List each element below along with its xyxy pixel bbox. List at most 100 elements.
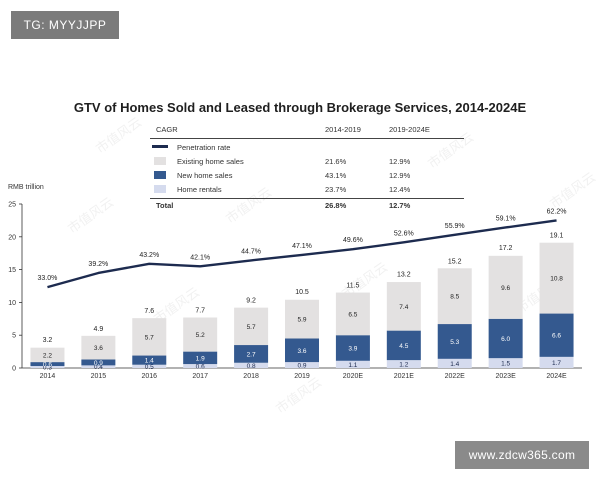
rentals-bar xyxy=(81,365,116,368)
bar-total-label: 13.2 xyxy=(397,271,411,278)
bar-total-label: 3.2 xyxy=(43,337,53,344)
bar-value-label: 9.6 xyxy=(501,285,510,292)
bar-value-label: 0.4 xyxy=(94,364,103,371)
bar-value-label: 1.4 xyxy=(450,361,459,368)
rentals-bar xyxy=(30,366,65,368)
new-sales-bar xyxy=(335,335,370,361)
existing-sales-bar xyxy=(386,282,421,331)
legend-label: Penetration rate xyxy=(177,143,231,152)
y-tick-label: 25 xyxy=(8,202,16,209)
bar-total-label: 19.1 xyxy=(550,233,564,240)
cagr-value: 12.9% xyxy=(389,157,411,166)
bar-value-label: 0.9 xyxy=(297,363,306,370)
penetration-rate-label: 59.1% xyxy=(496,215,516,222)
bar-value-label: 0.9 xyxy=(94,360,103,367)
new-sales-bar xyxy=(81,359,116,366)
bar-value-label: 3.9 xyxy=(348,345,357,352)
bar-value-label: 1.7 xyxy=(552,360,561,367)
tg-badge: TG: MYYJJPP xyxy=(11,11,119,39)
y-axis-label: RMB trillion xyxy=(8,184,44,191)
x-tick-label: 2019 xyxy=(294,373,310,380)
x-tick-label: 2016 xyxy=(141,373,157,380)
legend-row-existing: Existing home sales 21.6% 12.9% xyxy=(150,156,464,168)
cagr-value: 12.9% xyxy=(389,171,411,180)
cagr-header-divider xyxy=(150,138,464,139)
x-tick-label: 2020E xyxy=(343,373,364,380)
cagr-value: 12.4% xyxy=(389,185,411,194)
bar-value-label: 3.6 xyxy=(94,345,103,352)
legend-label: Existing home sales xyxy=(177,157,244,166)
bar-value-label: 0.6 xyxy=(43,362,52,369)
new-sales-bar xyxy=(488,318,523,359)
bar-total-label: 7.6 xyxy=(144,308,154,315)
x-tick-label: 2017 xyxy=(192,373,208,380)
bar-value-label: 1.4 xyxy=(145,358,154,365)
cagr-header-col1: 2014-2019 xyxy=(325,125,361,134)
bar-total-label: 11.5 xyxy=(346,283,359,290)
y-tick-label: 10 xyxy=(8,300,16,307)
penetration-rate-label: 43.2% xyxy=(139,252,159,259)
bar-value-label: 5.2 xyxy=(196,332,205,339)
new-sales-bar xyxy=(132,355,167,365)
legend-label: Home rentals xyxy=(177,185,222,194)
cagr-value: 23.7% xyxy=(325,185,347,194)
rentals-bar xyxy=(437,358,472,368)
rentals-swatch xyxy=(154,185,166,193)
penetration-rate-label: 42.1% xyxy=(190,254,210,261)
existing-sales-bar xyxy=(183,317,218,352)
new-swatch xyxy=(154,171,166,179)
new-sales-bar xyxy=(30,362,65,367)
penetration-rate-label: 55.9% xyxy=(445,223,465,230)
penetration-line-swatch xyxy=(152,145,168,148)
legend-row-rentals: Home rentals 23.7% 12.4% xyxy=(150,184,464,196)
bar-value-label: 2.2 xyxy=(43,352,52,359)
cagr-header-row: CAGR 2014-2019 2019-2024E xyxy=(150,124,464,136)
existing-sales-bar xyxy=(437,268,472,325)
chart-title: GTV of Homes Sold and Leased through Bro… xyxy=(73,100,527,115)
site-url-badge[interactable]: www.zdcw365.com xyxy=(455,441,589,469)
existing-sales-bar xyxy=(539,242,574,314)
existing-sales-bar xyxy=(488,255,523,319)
bar-value-label: 2.7 xyxy=(247,351,256,358)
bar-value-label: 5.7 xyxy=(145,334,154,341)
bar-value-label: 6.0 xyxy=(501,336,510,343)
bar-value-label: 5.7 xyxy=(247,324,256,331)
new-sales-bar xyxy=(386,330,421,361)
rentals-bar xyxy=(183,364,218,368)
legend-label: New home sales xyxy=(177,171,233,180)
bar-value-label: 3.6 xyxy=(297,348,306,355)
penetration-rate-label: 52.6% xyxy=(394,230,414,237)
cagr-total-row: Total 26.8% 12.7% xyxy=(150,200,464,212)
bar-total-label: 4.9 xyxy=(93,326,103,333)
x-tick-label: 2023E xyxy=(496,373,517,380)
x-tick-label: 2015 xyxy=(91,373,107,380)
cagr-total-value: 26.8% xyxy=(325,201,347,210)
bar-value-label: 0.3 xyxy=(43,365,52,372)
existing-sales-bar xyxy=(132,318,167,356)
bar-total-label: 15.2 xyxy=(448,258,462,265)
legend-row-new: New home sales 43.1% 12.9% xyxy=(150,170,464,182)
new-sales-bar xyxy=(234,345,269,363)
existing-sales-bar xyxy=(335,292,370,336)
penetration-rate-label: 47.1% xyxy=(292,243,312,250)
new-sales-bar xyxy=(183,351,218,365)
bar-total-label: 17.2 xyxy=(499,245,513,252)
bar-value-label: 6.6 xyxy=(552,333,561,340)
cagr-value: 21.6% xyxy=(325,157,347,166)
existing-sales-bar xyxy=(30,347,65,363)
penetration-rate-line xyxy=(47,219,557,289)
y-tick-label: 0 xyxy=(12,366,16,373)
rentals-bar xyxy=(285,362,319,368)
cagr-header-label: CAGR xyxy=(156,125,178,134)
rentals-bar xyxy=(539,356,574,368)
rentals-bar xyxy=(335,360,370,368)
bar-value-label: 0.8 xyxy=(247,363,256,370)
x-tick-label: 2022E xyxy=(445,373,466,380)
bar-value-label: 1.1 xyxy=(348,362,357,369)
bar-value-label: 1.2 xyxy=(399,362,408,369)
x-tick-label: 2018 xyxy=(243,373,259,380)
y-tick-label: 20 xyxy=(8,234,16,241)
penetration-rate-label: 44.7% xyxy=(241,248,261,255)
legend-row-penetration: Penetration rate xyxy=(150,142,464,154)
